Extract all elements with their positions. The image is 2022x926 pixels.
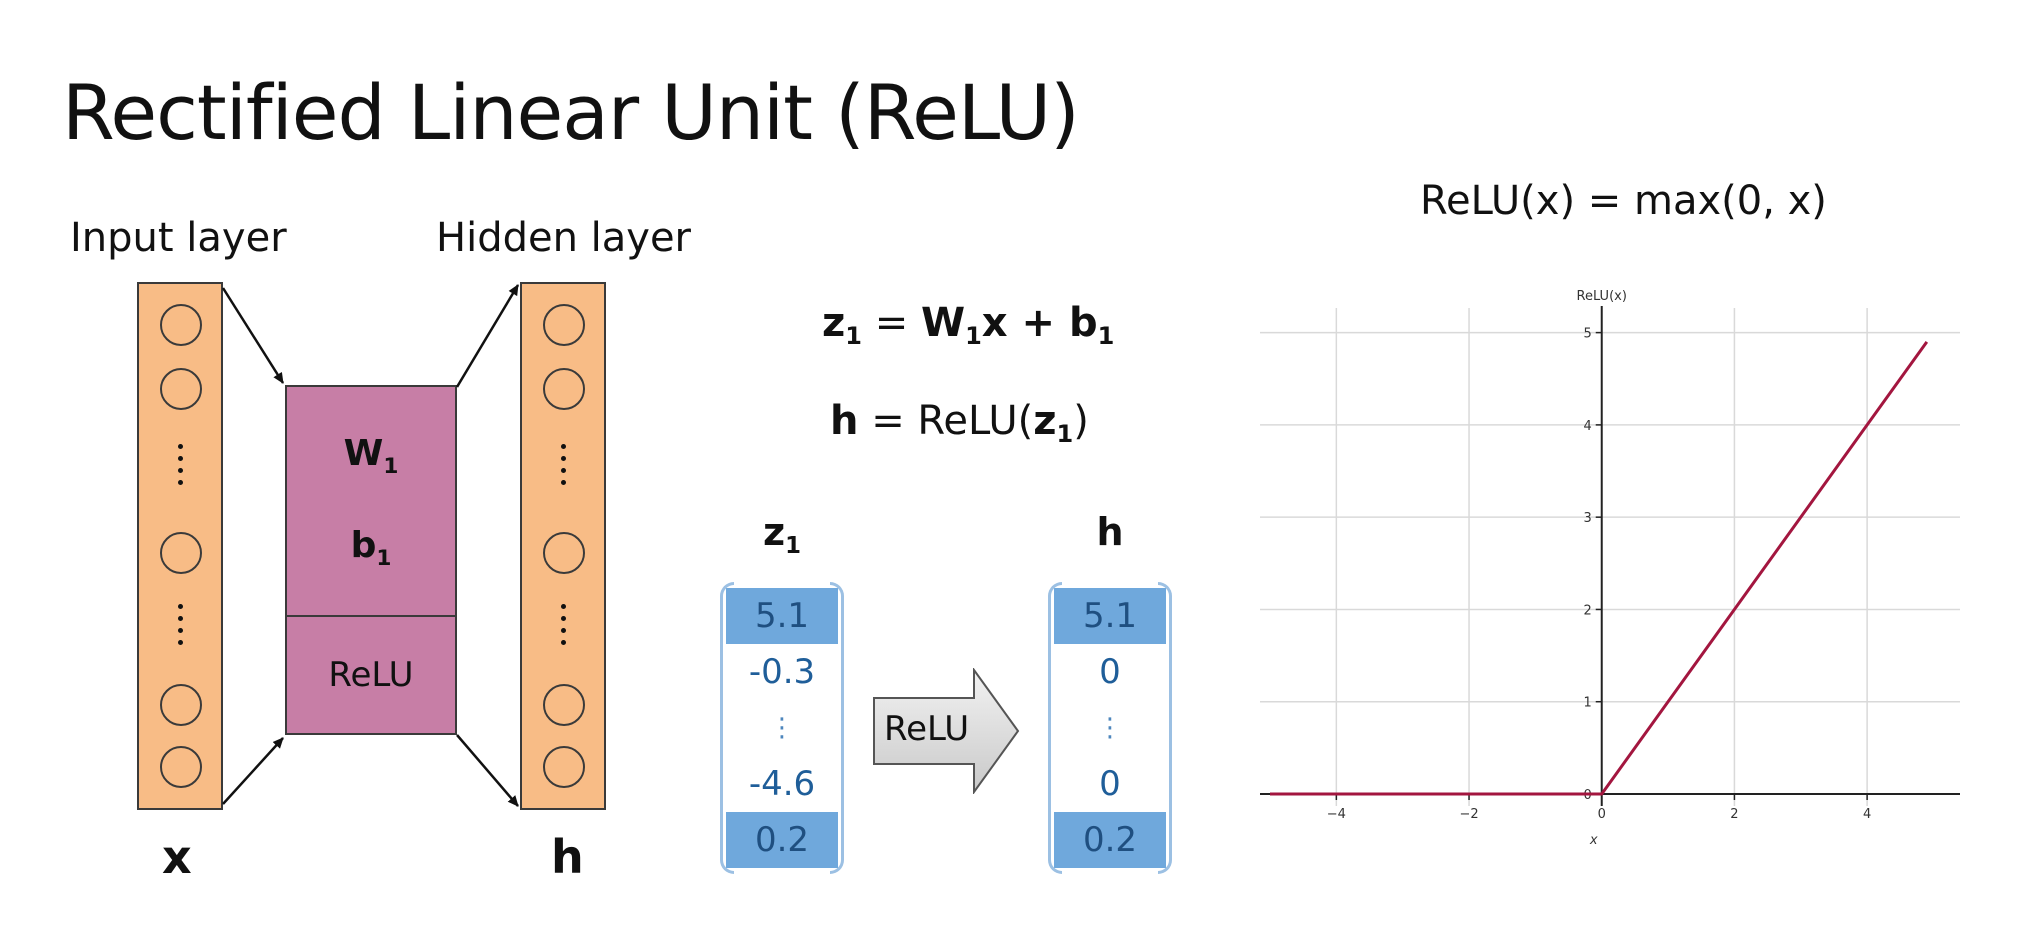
hidden-var-label: h xyxy=(551,830,584,884)
x-tick-label: 4 xyxy=(1863,807,1871,822)
vector-cell: 5.1 xyxy=(1054,588,1166,644)
input-node xyxy=(160,684,202,726)
hidden-node xyxy=(543,304,585,346)
vector-cell: 5.1 xyxy=(726,588,838,644)
connection-arrows xyxy=(221,284,520,807)
relu-arrow-label: ReLU xyxy=(884,709,970,749)
input-node xyxy=(160,368,202,410)
activation-box: ReLU xyxy=(285,615,457,735)
x-axis-label: x xyxy=(1589,833,1598,848)
bracket-left xyxy=(1048,582,1062,874)
y-tick-label: 5 xyxy=(1583,327,1591,342)
vector-cell: ⋮ xyxy=(769,713,795,743)
vector-cell: -4.6 xyxy=(748,764,816,804)
x-tick-label: −2 xyxy=(1459,807,1478,822)
equation-z: z1 = W1x + b1 xyxy=(822,300,1115,351)
vertical-dots-icon xyxy=(560,444,568,492)
h-vector-label: h xyxy=(1096,510,1124,554)
hidden-node xyxy=(543,368,585,410)
vector-cell: 0.2 xyxy=(1054,812,1166,868)
input-layer-column xyxy=(137,282,223,810)
vertical-dots-icon xyxy=(560,604,568,652)
relu-line xyxy=(1270,340,1929,796)
y-tick-label: 3 xyxy=(1583,511,1591,526)
vector-cell: ⋮ xyxy=(1097,713,1123,743)
equation-h: h = ReLU(z1) xyxy=(830,398,1089,449)
x-tick-label: −4 xyxy=(1327,807,1346,822)
y-axis-label: ReLU(x) xyxy=(1577,289,1627,304)
chart-title: ReLU(x) = max(0, x) xyxy=(1420,178,1827,224)
activation-label: ReLU xyxy=(328,655,414,695)
relu-arrow-icon xyxy=(873,668,1020,794)
hidden-node xyxy=(543,684,585,726)
hidden-layer-column xyxy=(520,282,606,810)
vertical-dots-icon xyxy=(177,444,185,492)
arrow-input-to-box xyxy=(221,287,285,384)
weights-bias-box: W1 b1 xyxy=(285,385,457,617)
input-layer-label: Input layer xyxy=(70,215,287,261)
bracket-left xyxy=(720,582,734,874)
z-vector: 5.1 -0.3 ⋮ -4.6 0.2 xyxy=(720,582,844,874)
vector-cell: -0.3 xyxy=(748,652,816,692)
hidden-node xyxy=(543,746,585,788)
y-tick-label: 1 xyxy=(1583,696,1591,711)
bias-label: b1 xyxy=(350,525,392,571)
x-tick-label: 2 xyxy=(1730,807,1738,822)
y-tick-label: 4 xyxy=(1583,419,1591,434)
bracket-right xyxy=(830,582,844,874)
vector-cell: 0 xyxy=(1099,764,1121,804)
arrow-box-to-hidden xyxy=(455,284,520,388)
y-tick-label: 2 xyxy=(1583,603,1591,618)
vector-cell: 0 xyxy=(1099,652,1121,692)
arrow-box-to-hidden xyxy=(456,734,519,807)
weight-label: W1 xyxy=(343,433,399,479)
input-node xyxy=(160,746,202,788)
vector-cell: 0.2 xyxy=(726,812,838,868)
hidden-node xyxy=(543,532,585,574)
h-vector: 5.1 0 ⋮ 0 0.2 xyxy=(1048,582,1172,874)
arrow-input-to-box xyxy=(222,737,284,805)
x-tick-label: 0 xyxy=(1598,807,1606,822)
page-title: Rectified Linear Unit (ReLU) xyxy=(62,68,1080,157)
bracket-right xyxy=(1158,582,1172,874)
input-node xyxy=(160,304,202,346)
z-vector-label: z1 xyxy=(763,510,801,559)
input-node xyxy=(160,532,202,574)
vertical-dots-icon xyxy=(177,604,185,652)
input-var-label: x xyxy=(162,830,192,884)
hidden-layer-label: Hidden layer xyxy=(436,215,691,261)
